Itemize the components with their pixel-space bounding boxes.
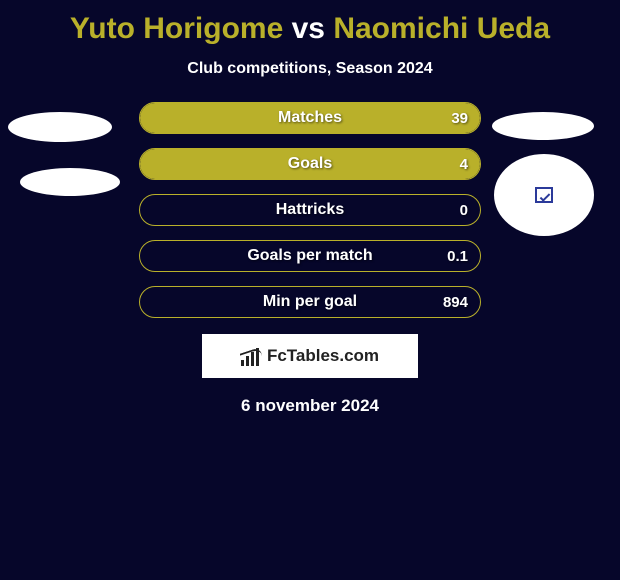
stat-bar-row: Goals4 (139, 148, 481, 180)
left-ellipse-1 (8, 112, 112, 142)
checkbox-icon (535, 187, 553, 203)
stat-bar-row: Hattricks0 (139, 194, 481, 226)
stat-bar-value: 4 (460, 149, 468, 179)
logo-text: FcTables.com (267, 346, 379, 366)
right-shapes (492, 112, 602, 236)
stat-bar-row: Matches39 (139, 102, 481, 134)
stat-bar-row: Min per goal894 (139, 286, 481, 318)
stat-bar-value: 0.1 (447, 241, 468, 271)
stat-bar-label: Matches (140, 103, 480, 133)
comparison-area: Matches39 Goals4 Hattricks0 Goals per match… (0, 102, 620, 416)
stat-bar-value: 0 (460, 195, 468, 225)
left-shapes (8, 112, 120, 196)
stat-bars: Matches39 Goals4 Hattricks0 Goals per match… (139, 102, 481, 318)
stat-bar-label: Goals (140, 149, 480, 179)
stat-bar-label: Goals per match (140, 241, 480, 271)
vs-text: vs (292, 12, 325, 45)
stat-bar-value: 894 (443, 287, 468, 317)
right-ellipse (492, 112, 594, 140)
right-circle (494, 154, 594, 236)
stat-bar-label: Min per goal (140, 287, 480, 317)
player2-name: Naomichi Ueda (333, 12, 550, 45)
page-title: Yuto Horigome vs Naomichi Ueda (0, 0, 620, 46)
subtitle: Club competitions, Season 2024 (0, 60, 620, 78)
stat-bar-value: 39 (451, 103, 468, 133)
stat-bar-label: Hattricks (140, 195, 480, 225)
logo-box: FcTables.com (202, 334, 418, 378)
logo-icon (241, 346, 263, 366)
left-ellipse-2 (20, 168, 120, 196)
date-text: 6 november 2024 (0, 396, 620, 416)
stat-bar-row: Goals per match0.1 (139, 240, 481, 272)
player1-name: Yuto Horigome (70, 12, 283, 45)
